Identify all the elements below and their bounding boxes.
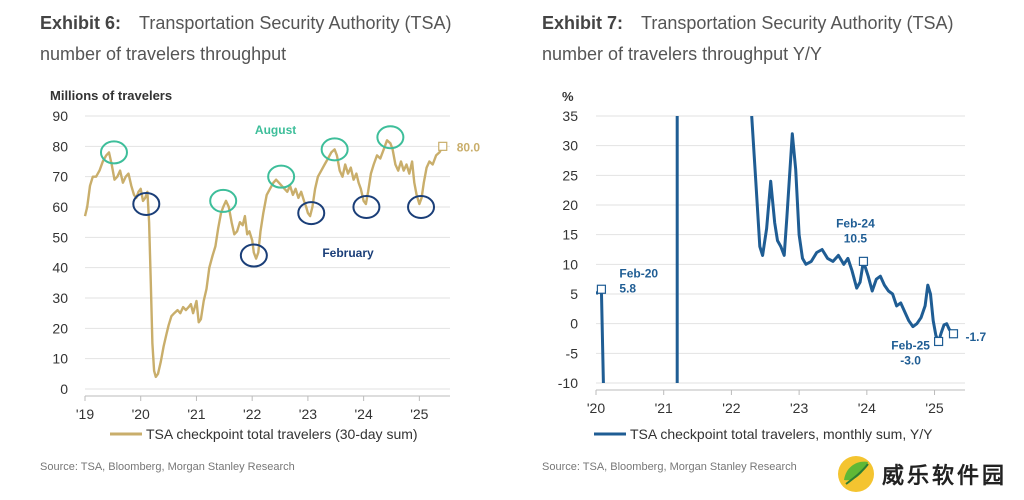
- x-tick-label: '20: [132, 406, 150, 422]
- x-tick-label: '25: [410, 406, 428, 422]
- y-axis-label: Millions of travelers: [50, 88, 172, 103]
- x-tick-label: '20: [587, 400, 605, 416]
- x-tick-label: '23: [790, 400, 808, 416]
- exhibit6-title-text: Transportation Security Authority (TSA) …: [40, 13, 452, 64]
- august-circle: [209, 188, 238, 213]
- y-tick-label: 10: [52, 351, 68, 367]
- y-tick-label: 25: [562, 167, 578, 183]
- legend-label: TSA checkpoint total travelers, monthly …: [630, 426, 933, 442]
- x-tick-label: '19: [76, 406, 94, 422]
- august-circle: [376, 125, 405, 150]
- august-circle: [320, 137, 349, 162]
- tsa-throughput-chart: Millions of travelers 0 10 20 30 40 50 60 70 80 90…: [50, 88, 481, 442]
- exhibit7-label: Exhibit 7:: [542, 13, 624, 33]
- annotation-label: Feb-25: [891, 338, 930, 352]
- annotation-marker: [596, 284, 607, 294]
- y-tick-label: 0: [570, 316, 578, 332]
- y-tick-label: 20: [562, 197, 578, 213]
- august-circle: [267, 164, 296, 189]
- annotation-value: 10.5: [844, 231, 868, 245]
- y-tick-label: 35: [562, 108, 578, 124]
- leaf-logo-icon: [838, 456, 874, 492]
- y-tick-label: 5: [570, 286, 578, 302]
- series-line-travelers: [83, 139, 444, 379]
- y-tick-label: 70: [52, 169, 68, 185]
- y-tick-label: 50: [52, 229, 68, 245]
- y-tick-label: -5: [566, 345, 579, 361]
- legend-label: TSA checkpoint total travelers (30-day s…: [146, 426, 418, 442]
- x-tick-label: '24: [355, 406, 373, 422]
- exhibit6-title: Exhibit 6: Transportation Security Author…: [40, 8, 510, 70]
- x-tick-label: '21: [655, 400, 673, 416]
- annotation-marker: [933, 336, 944, 347]
- y-axis-label: %: [562, 89, 574, 104]
- february-annotation: February: [322, 246, 374, 260]
- x-tick-label: '25: [925, 400, 943, 416]
- august-circle: [99, 140, 128, 165]
- february-circle: [407, 195, 436, 219]
- annotation-label: Feb-20: [619, 266, 658, 280]
- annotation-label: Feb-24: [836, 216, 875, 230]
- annotation-marker: [858, 256, 869, 266]
- y-tick-label: 90: [52, 108, 68, 124]
- exhibit7-title-text: Transportation Security Authority (TSA) …: [542, 13, 954, 64]
- y-tick-label: 10: [562, 256, 578, 272]
- exhibit6-label: Exhibit 6:: [40, 13, 122, 33]
- watermark: 威乐软件园: [836, 452, 1021, 496]
- y-tick-label: 40: [52, 260, 68, 276]
- x-tick-label: '24: [858, 400, 876, 416]
- y-tick-label: -10: [558, 375, 578, 391]
- y-tick-label: 30: [52, 290, 68, 306]
- august-annotation: August: [255, 123, 296, 137]
- exhibit7-title: Exhibit 7: Transportation Security Author…: [542, 8, 1012, 70]
- y-tick-label: 15: [562, 227, 578, 243]
- x-tick-label: '22: [722, 400, 740, 416]
- annotation-value: 5.8: [619, 281, 636, 295]
- series-line-yoy-segment-0: [596, 287, 605, 383]
- annotation-value: -1.7: [965, 330, 986, 344]
- last-value-label: 80.0: [457, 140, 481, 154]
- february-circle: [297, 201, 326, 226]
- series-line-yoy-segment-2: [750, 116, 955, 343]
- february-circle: [132, 191, 161, 216]
- y-tick-label: 30: [562, 138, 578, 154]
- tsa-yoy-chart: % -10 -5 0 5 10 15 20 25 30 35 '20 '21 '22 '23 '24 '25 Fe…: [558, 89, 987, 442]
- y-tick-label: 60: [52, 199, 68, 215]
- annotation-marker: [948, 329, 959, 339]
- y-tick-label: 80: [52, 138, 68, 154]
- x-tick-label: '21: [187, 406, 205, 422]
- exhibit6-source: Source: TSA, Bloomberg, Morgan Stanley R…: [40, 461, 295, 473]
- watermark-text: 威乐软件园: [882, 464, 1008, 489]
- y-tick-label: 0: [60, 381, 68, 397]
- x-tick-label: '22: [243, 406, 261, 422]
- last-value-marker: [438, 141, 448, 151]
- exhibit7-source: Source: TSA, Bloomberg, Morgan Stanley R…: [542, 461, 797, 473]
- february-circle: [352, 195, 381, 219]
- y-tick-label: 20: [52, 320, 68, 336]
- february-circle: [239, 243, 268, 268]
- x-tick-label: '23: [299, 406, 317, 422]
- annotation-value: -3.0: [900, 353, 921, 367]
